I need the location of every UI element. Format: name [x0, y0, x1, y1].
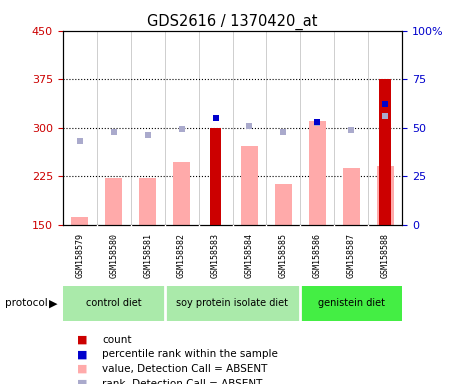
Text: control diet: control diet	[86, 298, 141, 308]
Bar	[105, 178, 122, 225]
Text: GSM158581: GSM158581	[143, 233, 152, 278]
Text: GSM158582: GSM158582	[177, 233, 186, 278]
Bar	[343, 168, 360, 225]
Text: GSM158583: GSM158583	[211, 233, 220, 278]
Bar	[63, 286, 165, 321]
Text: GSM158579: GSM158579	[75, 233, 84, 278]
Text: genistein diet: genistein diet	[318, 298, 385, 308]
Bar	[139, 178, 156, 225]
Text: protocol: protocol	[5, 298, 47, 308]
Text: rank, Detection Call = ABSENT: rank, Detection Call = ABSENT	[102, 379, 263, 384]
Text: percentile rank within the sample: percentile rank within the sample	[102, 349, 278, 359]
Bar	[71, 217, 88, 225]
Bar	[275, 184, 292, 225]
Bar	[309, 121, 326, 225]
Text: GSM158584: GSM158584	[245, 233, 254, 278]
Text: GSM158580: GSM158580	[109, 233, 118, 278]
Text: GSM158587: GSM158587	[347, 233, 356, 278]
Bar	[241, 146, 258, 225]
Bar	[300, 286, 402, 321]
Text: ■: ■	[77, 349, 87, 359]
Bar	[165, 286, 300, 321]
Bar	[210, 128, 221, 225]
Text: GSM158588: GSM158588	[381, 233, 390, 278]
Text: GSM158585: GSM158585	[279, 233, 288, 278]
Text: ▶: ▶	[49, 298, 58, 308]
Text: ■: ■	[77, 335, 87, 345]
Bar	[377, 167, 394, 225]
Text: ■: ■	[77, 364, 87, 374]
Bar	[379, 79, 391, 225]
Text: ■: ■	[77, 379, 87, 384]
Text: count: count	[102, 335, 132, 345]
Text: value, Detection Call = ABSENT: value, Detection Call = ABSENT	[102, 364, 268, 374]
Bar	[173, 162, 190, 225]
Text: GDS2616 / 1370420_at: GDS2616 / 1370420_at	[147, 13, 318, 30]
Text: soy protein isolate diet: soy protein isolate diet	[177, 298, 288, 308]
Text: GSM158586: GSM158586	[313, 233, 322, 278]
